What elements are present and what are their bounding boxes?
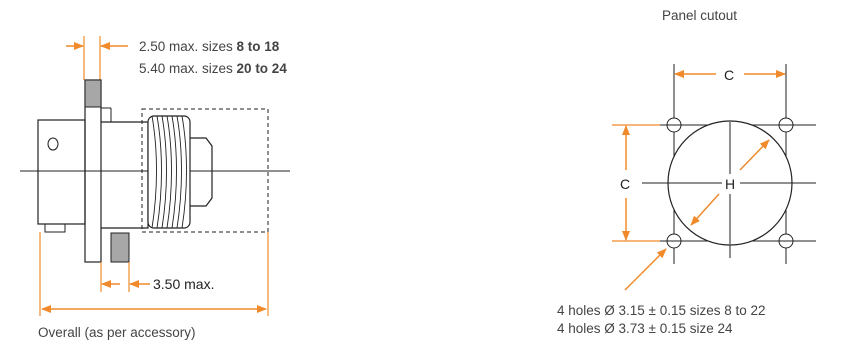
flange-note-2: 5.40 max. sizes 20 to 24 bbox=[139, 61, 287, 76]
holes-note-1: 4 holes Ø 3.15 ± 0.15 sizes 8 to 22 bbox=[557, 303, 766, 318]
dim-c-vertical-label: C bbox=[620, 176, 630, 192]
h-arrow-upper bbox=[739, 139, 770, 171]
flange-note-1-prefix: 2.50 max. sizes bbox=[139, 39, 237, 54]
dim-h-label: H bbox=[725, 176, 735, 192]
front-shell bbox=[101, 121, 149, 229]
dim-c-horizontal-label: C bbox=[724, 67, 734, 83]
overall-label: Overall (as per accessory) bbox=[38, 325, 196, 340]
h-arrow-lower bbox=[690, 193, 720, 226]
rear-body bbox=[37, 119, 86, 225]
flange-note-2-sizes: 20 to 24 bbox=[237, 61, 288, 76]
holes-note-2: 4 holes Ø 3.73 ± 0.15 size 24 bbox=[557, 321, 733, 336]
connector-side-view bbox=[20, 36, 290, 316]
threaded-coupling bbox=[147, 115, 191, 229]
rear-tab bbox=[44, 223, 66, 233]
flange-note-1: 2.50 max. sizes 8 to 18 bbox=[139, 39, 280, 54]
flange-ear-bottom bbox=[110, 232, 130, 263]
connector-nose bbox=[190, 137, 213, 207]
coupling-mark bbox=[47, 137, 59, 151]
flange-note-1-sizes: 8 to 18 bbox=[237, 39, 280, 54]
flange-note-2-prefix: 5.40 max. sizes bbox=[139, 61, 237, 76]
depth-label: 3.50 max. bbox=[153, 276, 214, 292]
holes-leader bbox=[624, 248, 667, 291]
panel-cutout-view bbox=[612, 64, 816, 291]
accessory-envelope bbox=[141, 108, 269, 233]
panel-cutout-title: Panel cutout bbox=[662, 8, 737, 23]
flange-ear-top bbox=[84, 79, 102, 108]
